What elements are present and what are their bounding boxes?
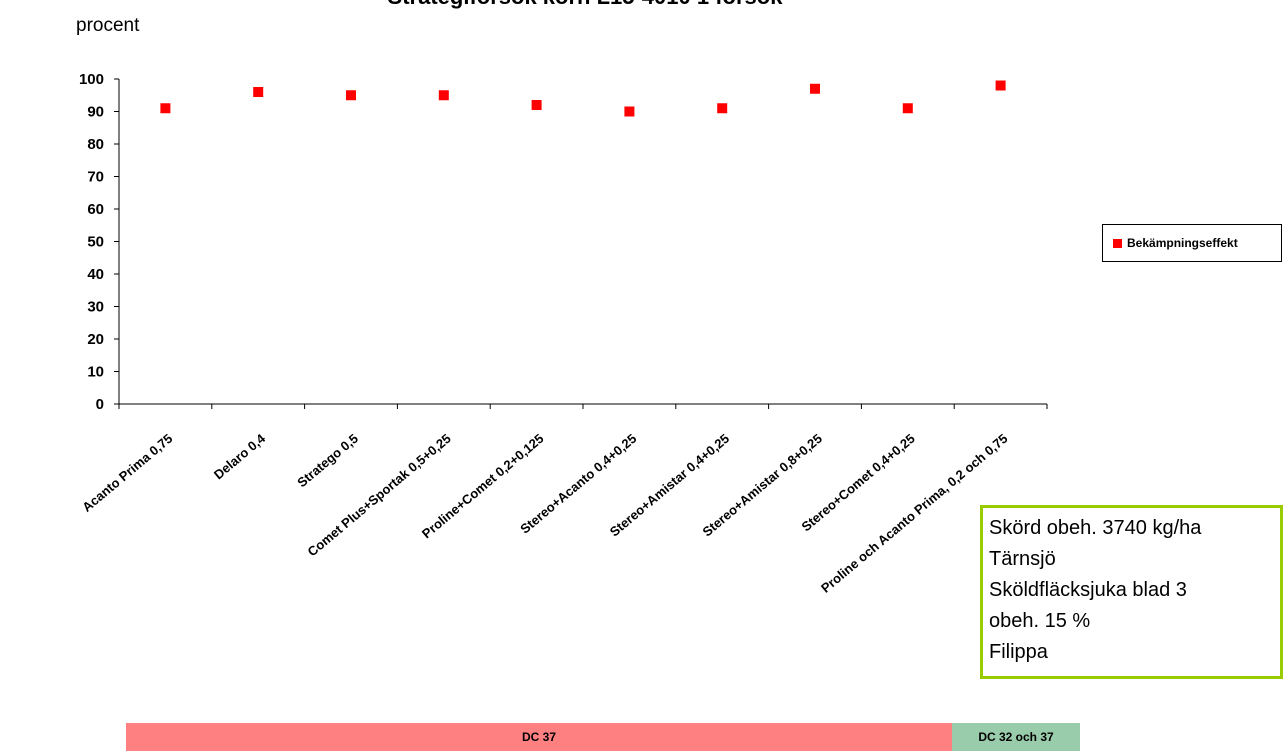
data-point <box>531 100 542 110</box>
y-tick-label: 80 <box>87 136 104 153</box>
x-tick-label: Stratego 0,5 <box>294 431 361 490</box>
y-tick-label: 20 <box>87 331 104 348</box>
legend-label: Bekämpningseffekt <box>1127 236 1238 250</box>
data-point <box>717 103 728 114</box>
legend: Bekämpningseffekt <box>1102 224 1282 262</box>
timing-band-dc37-label: DC 37 <box>521 730 556 744</box>
data-point <box>995 80 1006 91</box>
data-point <box>902 103 913 114</box>
data-point <box>810 83 820 94</box>
y-axis-label: procent <box>76 15 140 36</box>
info-line-untreated: obeh. 15 % <box>989 610 1091 632</box>
y-tick-label: 10 <box>87 364 104 381</box>
info-line-harvest: Skörd obeh. 3740 kg/ha <box>989 517 1202 539</box>
data-point <box>160 103 171 114</box>
timing-band-dc37: DC 37 <box>126 723 952 751</box>
info-line-disease: Sköldfläcksjuka blad 3 <box>989 579 1187 601</box>
info-line-variety: Filippa <box>989 641 1048 663</box>
y-tick-label: 70 <box>87 169 104 186</box>
info-line-location: Tärnsjö <box>989 548 1056 570</box>
y-tick-label: 100 <box>79 71 104 88</box>
legend-marker-icon <box>1113 238 1122 248</box>
x-tick-label: Acanto Prima 0,75 <box>79 431 175 515</box>
data-point <box>253 87 264 97</box>
timing-band-dc32-37-label: DC 32 och 37 <box>978 730 1054 744</box>
info-box: Skörd obeh. 3740 kg/ha Tärnsjö Sköldfläc… <box>980 505 1283 679</box>
data-point <box>624 106 635 117</box>
y-tick-label: 0 <box>96 396 104 413</box>
y-tick-label: 50 <box>87 234 104 251</box>
y-tick-label: 40 <box>87 266 104 283</box>
y-tick-label: 30 <box>87 299 104 316</box>
data-point <box>438 90 449 101</box>
x-tick-label: Delaro 0,4 <box>211 430 269 482</box>
data-point <box>346 90 356 101</box>
timing-band-dc32-37: DC 32 och 37 <box>952 723 1080 751</box>
y-tick-label: 90 <box>87 104 104 121</box>
y-tick-label: 60 <box>87 201 104 218</box>
chart-title: Strategiförsök korn L15-4010 1 försök <box>388 0 784 9</box>
